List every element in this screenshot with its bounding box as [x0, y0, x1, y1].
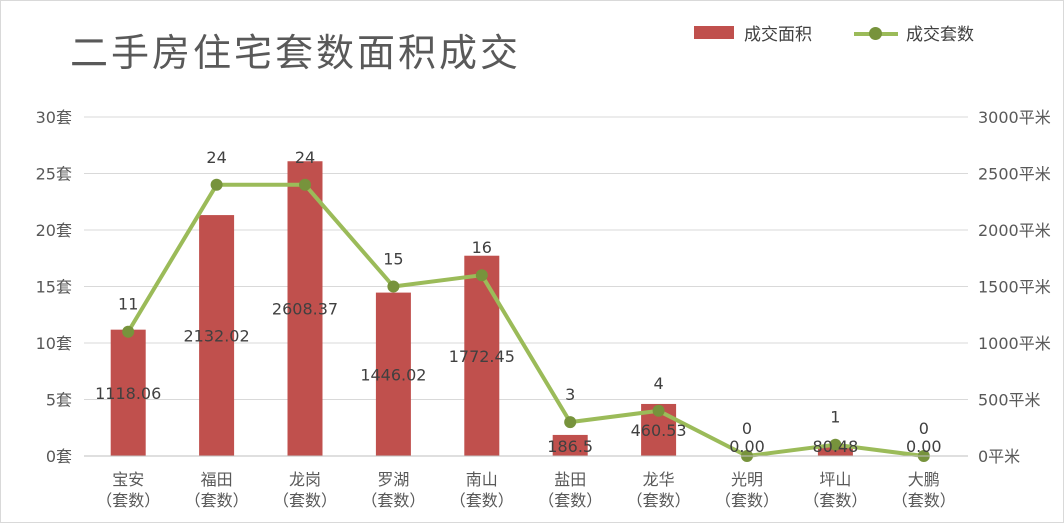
legend-swatch-count — [854, 26, 898, 40]
line-data-label: 24 — [295, 148, 315, 167]
bar — [552, 434, 588, 456]
line-point — [387, 280, 400, 293]
line-point — [564, 416, 577, 429]
x-tick-sublabel: （套数） — [715, 491, 779, 510]
legend-item-count: 成交套数 — [854, 20, 974, 45]
y-right-tick-label: 2000平米 — [978, 221, 1051, 240]
bar-data-label: 186.5 — [547, 437, 593, 456]
bar-series-area — [110, 161, 853, 456]
y-left-tick-label: 25套 — [36, 165, 72, 184]
x-tick-label: 大鹏 — [908, 470, 940, 489]
bar-data-label: 1118.06 — [95, 384, 161, 403]
line-data-label: 3 — [565, 385, 575, 404]
bar — [464, 255, 500, 456]
x-tick-label: 龙华 — [643, 470, 675, 489]
data-labels: 1118.06 2132.02 2608.37 1446.02 1772.45 186.5… — [95, 148, 941, 456]
bar — [199, 215, 235, 456]
x-tick-sublabel: （套数） — [185, 491, 249, 510]
y-right-tick-label: 3000平米 — [978, 108, 1051, 127]
legend-item-area: 成交面积 — [694, 20, 812, 45]
x-tick-sublabel: （套数） — [450, 491, 514, 510]
x-tick-label: 南山 — [466, 470, 498, 489]
bar-data-label: 0.00 — [906, 437, 942, 456]
x-tick-sublabel: （套数） — [538, 491, 602, 510]
bar-data-label: 460.53 — [631, 421, 687, 440]
bar-data-label: 2132.02 — [184, 327, 250, 346]
bar-data-label: 1772.45 — [449, 347, 515, 366]
legend-label-area: 成交面积 — [744, 25, 812, 45]
bar-data-label: 2608.37 — [272, 300, 338, 319]
x-tick-sublabel: （套数） — [892, 491, 956, 510]
x-tick-label: 坪山 — [819, 470, 851, 489]
y-right-tick-label: 2500平米 — [978, 165, 1051, 184]
line-data-label: 1 — [830, 408, 840, 427]
chart-title: 二手房住宅套数面积成交 — [70, 31, 522, 75]
bar — [817, 446, 853, 456]
legend-swatch-area — [694, 26, 734, 39]
line-point — [829, 438, 842, 451]
line-point — [210, 178, 223, 191]
y-left-tick-label: 15套 — [36, 278, 72, 297]
bar — [287, 161, 323, 456]
bar-data-label: 80.48 — [812, 437, 858, 456]
line-data-label: 4 — [654, 374, 664, 393]
x-tick-label: 罗湖 — [377, 470, 409, 489]
legend-label-count: 成交套数 — [906, 25, 974, 45]
line-series-count — [122, 178, 930, 462]
line-point — [652, 404, 665, 417]
y-left-tick-label: 0套 — [46, 447, 72, 466]
x-tick-sublabel: （套数） — [803, 491, 867, 510]
y-left-tick-label: 10套 — [36, 334, 72, 353]
y-right-tick-label: 1000平米 — [978, 334, 1051, 353]
y-right-tick-label: 0平米 — [978, 447, 1020, 466]
line-data-label: 16 — [472, 238, 492, 257]
x-tick-label: 福田 — [201, 470, 233, 489]
line-data-label: 24 — [206, 148, 226, 167]
series-line — [126, 182, 925, 458]
line-point — [122, 325, 135, 338]
line-data-label: 0 — [919, 419, 929, 438]
x-tick-sublabel: （套数） — [361, 491, 425, 510]
bar — [375, 292, 411, 456]
bar-data-label: 0.00 — [729, 437, 765, 456]
line-data-label: 11 — [118, 295, 138, 314]
y-right-tick-label: 500平米 — [978, 391, 1041, 410]
chart-legend: 成交面积 成交套数 — [694, 20, 1016, 45]
x-tick-sublabel: （套数） — [273, 491, 337, 510]
bar-data-label: 1446.02 — [360, 365, 426, 384]
x-tick-label: 盐田 — [554, 470, 586, 489]
y-left-tick-label: 20套 — [36, 221, 72, 240]
x-tick-sublabel: （套数） — [627, 491, 691, 510]
x-tick-label: 龙岗 — [289, 470, 321, 489]
line-point — [299, 178, 311, 191]
chart-axes: 0套 5套 10套 15套 20套 25套 30套 0平米 500平米 1000平米 1500平米 2… — [36, 108, 1051, 510]
x-tick-sublabel: （套数） — [96, 491, 160, 510]
x-tick-label: 光明 — [731, 470, 763, 489]
bar — [110, 329, 146, 456]
x-tick-label: 宝安 — [112, 470, 144, 489]
line-data-label: 0 — [742, 419, 752, 438]
line-data-label: 15 — [383, 250, 403, 269]
y-left-tick-label: 30套 — [36, 108, 72, 127]
line-point — [475, 269, 488, 282]
y-left-tick-label: 5套 — [46, 391, 72, 410]
y-right-tick-label: 1500平米 — [978, 278, 1051, 297]
